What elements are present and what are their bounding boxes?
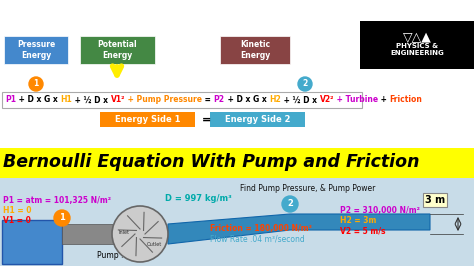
Text: 3 m: 3 m (425, 195, 445, 205)
Bar (210, 112, 305, 127)
Text: H2: H2 (269, 95, 281, 105)
Text: P2: P2 (214, 95, 225, 105)
Text: Pressure
Energy: Pressure Energy (17, 40, 55, 60)
Text: Friction = 180,000 N/m²: Friction = 180,000 N/m² (210, 224, 312, 233)
Circle shape (298, 77, 312, 91)
Text: H2 = 3m: H2 = 3m (340, 216, 376, 225)
Circle shape (54, 210, 70, 226)
Circle shape (29, 77, 43, 91)
Text: P1 = atm = 101,325 N/m²: P1 = atm = 101,325 N/m² (3, 196, 111, 205)
Text: Potential
Energy: Potential Energy (98, 40, 137, 60)
Text: =: = (202, 95, 214, 105)
Text: D = 997 kg/m³: D = 997 kg/m³ (165, 194, 232, 203)
Bar (2, 220, 62, 264)
Text: V2²: V2² (319, 95, 334, 105)
Text: V2 = 5 m/s: V2 = 5 m/s (340, 226, 385, 235)
Text: H1: H1 (60, 95, 72, 105)
Text: P1: P1 (5, 95, 16, 105)
Polygon shape (168, 214, 430, 244)
Bar (80, 36, 155, 64)
Bar (4, 36, 68, 64)
Text: + ½ D x: + ½ D x (281, 95, 319, 105)
Text: 2: 2 (287, 200, 293, 209)
Text: Bernoulli Equation With Pump and Friction: Bernoulli Equation With Pump and Frictio… (3, 153, 419, 171)
Bar (0, 178, 474, 266)
Text: 1: 1 (59, 214, 65, 222)
Circle shape (282, 196, 298, 212)
Text: V1²: V1² (111, 95, 125, 105)
Text: P2 = 310,000 N/m²: P2 = 310,000 N/m² (340, 206, 420, 215)
Bar (2, 92, 362, 108)
Text: Energy Side 1: Energy Side 1 (115, 115, 180, 124)
Bar (0, 0, 474, 88)
Bar (360, 21, 474, 69)
Text: V1 = 0: V1 = 0 (3, 216, 31, 225)
Text: +: + (378, 95, 390, 105)
Circle shape (112, 206, 168, 262)
Bar (0, 148, 474, 178)
Text: Inlet: Inlet (118, 230, 129, 235)
Text: 1: 1 (33, 80, 38, 89)
Text: H1 = 0: H1 = 0 (3, 206, 31, 215)
Text: Outlet: Outlet (146, 242, 162, 247)
Text: Find Pump Pressure, & Pump Power: Find Pump Pressure, & Pump Power (240, 184, 375, 193)
Text: Energy Side 2: Energy Side 2 (225, 115, 290, 124)
Text: Pump .7 eff.: Pump .7 eff. (97, 251, 143, 260)
Text: + ½ D x: + ½ D x (72, 95, 111, 105)
Text: + D x G x: + D x G x (16, 95, 60, 105)
Text: Friction: Friction (390, 95, 422, 105)
Text: ▽△▲: ▽△▲ (402, 31, 431, 44)
Text: Flow Rate .04 m³/second: Flow Rate .04 m³/second (210, 234, 305, 243)
Text: PHYSICS &
ENGINEERING: PHYSICS & ENGINEERING (390, 43, 444, 56)
Bar (220, 36, 290, 64)
Bar (100, 112, 195, 127)
Text: 2: 2 (302, 80, 308, 89)
Text: + D x G x: + D x G x (225, 95, 269, 105)
Text: + Turbine: + Turbine (334, 95, 378, 105)
Text: Kinetic
Energy: Kinetic Energy (240, 40, 270, 60)
Text: + Pump Pressure: + Pump Pressure (125, 95, 202, 105)
Text: =: = (202, 114, 211, 124)
Bar (62, 224, 122, 244)
